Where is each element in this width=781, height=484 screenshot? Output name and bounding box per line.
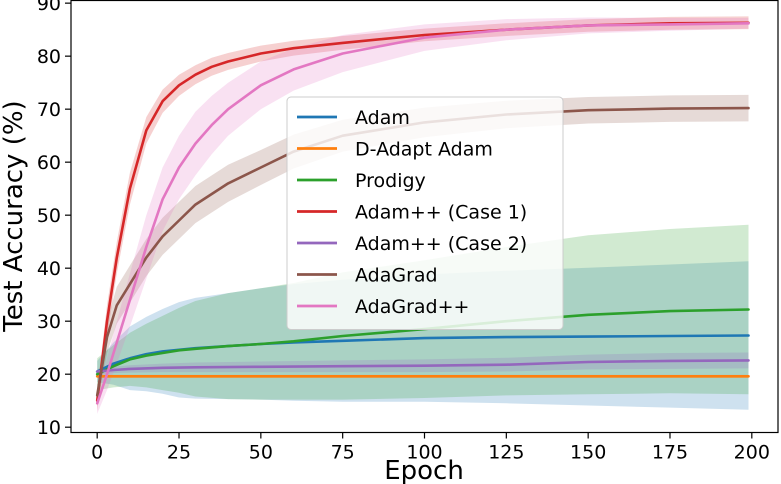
y-tick-label: 20 xyxy=(37,364,61,386)
legend-entry: D-Adapt Adam xyxy=(355,139,493,161)
y-tick-label: 90 xyxy=(37,0,61,15)
x-tick-label: 150 xyxy=(570,442,606,464)
x-tick-label: 125 xyxy=(488,442,524,464)
x-tick-label: 100 xyxy=(406,442,442,464)
y-tick-label: 10 xyxy=(37,417,61,439)
band-series-4 xyxy=(97,352,749,375)
x-tick-label: 75 xyxy=(331,442,355,464)
legend: Adam D-Adapt Adam Prodigy Adam++ (Case 1) Ad… xyxy=(286,96,564,330)
x-tick-label: 200 xyxy=(734,442,770,464)
legend-entry: Prodigy xyxy=(355,170,426,192)
y-axis-ticks: 10 20 30 40 50 60 70 80 90 xyxy=(37,0,71,439)
y-tick-label: 80 xyxy=(37,46,61,68)
legend-entry: AdaGrad xyxy=(355,265,438,287)
legend-entry: AdaGrad++ xyxy=(355,296,469,318)
y-tick-label: 40 xyxy=(37,258,61,280)
x-axis-label: Epoch xyxy=(384,456,464,484)
y-tick-label: 60 xyxy=(37,152,61,174)
x-tick-label: 25 xyxy=(167,442,191,464)
line-series-6 xyxy=(95,21,750,405)
legend-entry: Adam xyxy=(355,107,410,129)
line-series-4 xyxy=(95,359,750,373)
y-axis-label: Test Accuracy (%) xyxy=(0,100,29,332)
x-axis-ticks: 0 25 50 75 100 125 150 175 200 xyxy=(91,432,770,464)
y-tick-label: 70 xyxy=(37,99,61,121)
x-tick-label: 50 xyxy=(249,442,273,464)
band-series-0 xyxy=(97,261,749,410)
confidence-bands xyxy=(97,16,749,414)
legend-entry: Adam++ (Case 1) xyxy=(355,202,527,224)
band-series-5 xyxy=(97,94,749,407)
x-tick-label: 175 xyxy=(652,442,688,464)
series-lines xyxy=(95,21,750,405)
legend-entry: Adam++ (Case 2) xyxy=(355,233,527,255)
y-tick-label: 50 xyxy=(37,205,61,227)
y-tick-label: 30 xyxy=(37,311,61,333)
x-tick-label: 0 xyxy=(91,442,103,464)
legend-box xyxy=(286,96,564,330)
